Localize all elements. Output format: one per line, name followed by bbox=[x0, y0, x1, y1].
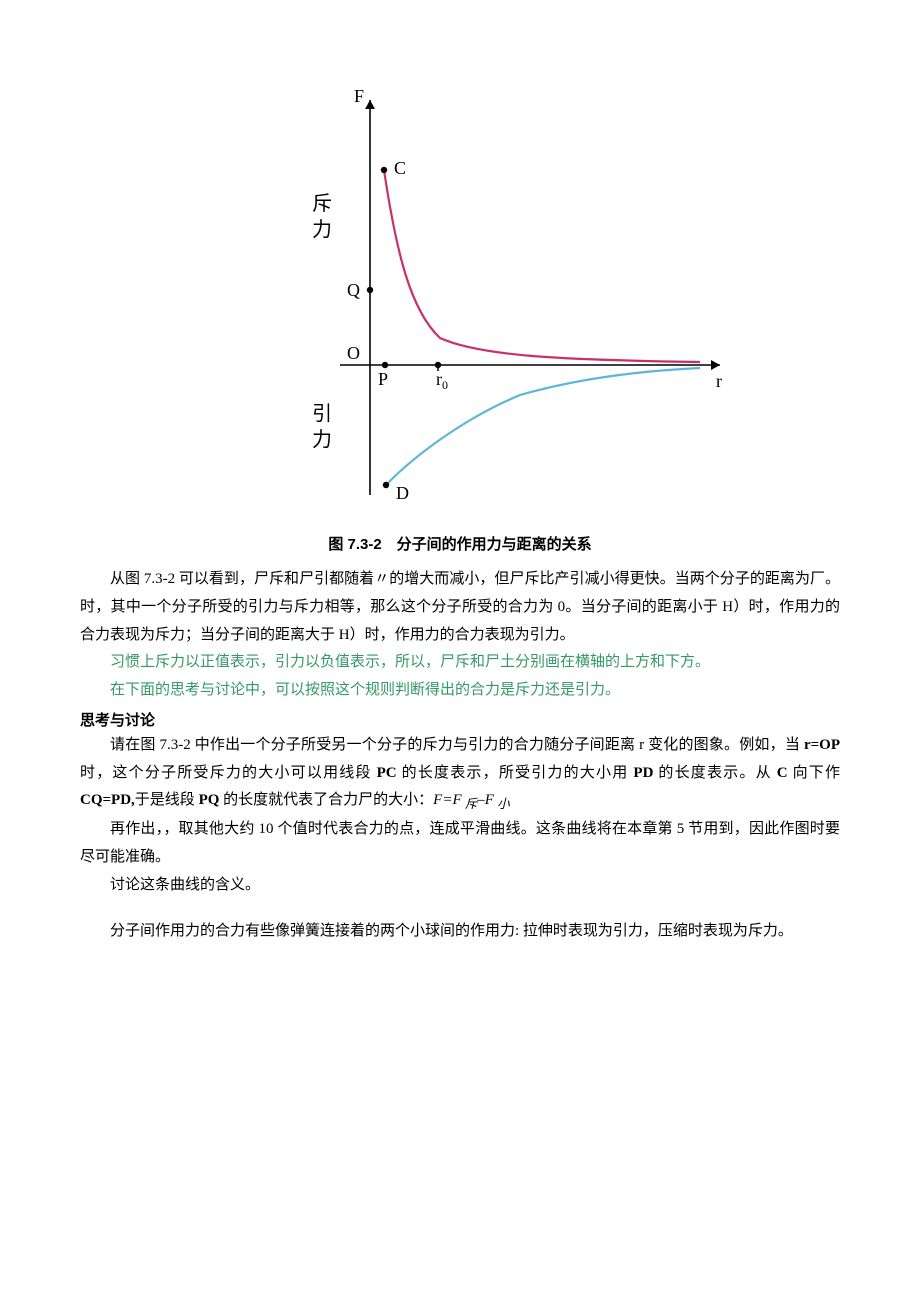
svg-text:D: D bbox=[396, 483, 409, 503]
p2-m: 的长度就代表了合力尸的大小： bbox=[219, 792, 433, 808]
svg-text:O: O bbox=[347, 343, 360, 363]
paragraph-3: 再作出，，取其他大约 10 个值时代表合力的点，连成平滑曲线。这条曲线将在本章第… bbox=[80, 816, 840, 872]
p2-a: 请在图 7.3-2 中作出一个分子所受另一个分子的斥力与引力的合力随分子间距离 … bbox=[110, 737, 804, 753]
figure-caption: 图 7.3-2 分子间的作用力与距离的关系 bbox=[80, 533, 840, 554]
p2-k: 于是线段 bbox=[135, 792, 199, 808]
svg-text:r: r bbox=[716, 371, 722, 391]
heading-think-discuss: 思考与讨论 bbox=[80, 709, 840, 730]
p2-c2: C bbox=[777, 765, 788, 781]
paragraph-5: 分子间作用力的合力有些像弹簧连接着的两个小球间的作用力: 拉伸时表现为引力，压缩… bbox=[80, 918, 840, 946]
force-distance-chart: FrOCDQPr0斥力引力 bbox=[180, 60, 740, 520]
p2-pc: PC bbox=[377, 765, 397, 781]
paragraph-2: 请在图 7.3-2 中作出一个分子所受另一个分子的斥力与引力的合力随分子间距离 … bbox=[80, 732, 840, 817]
p2-c: 时，这个分子所受斥力的大小可以用线段 bbox=[80, 765, 377, 781]
p2-r-op: r=OP bbox=[804, 737, 840, 753]
p2-pd: PD bbox=[633, 765, 653, 781]
p2-eq1: F=F bbox=[433, 792, 461, 808]
p2-i: 向下作 bbox=[788, 765, 840, 781]
paragraph-4: 讨论这条曲线的含义。 bbox=[80, 872, 840, 900]
note-green-2: 在下面的思考与讨论中，可以按照这个规则判断得出的合力是斥力还是引力。 bbox=[80, 677, 840, 705]
note-green-1: 习惯上斥力以正值表示，引力以负值表示，所以，尸斥和尸土分别画在横轴的上方和下方。 bbox=[80, 649, 840, 677]
svg-text:力: 力 bbox=[312, 428, 332, 451]
p2-g: 的长度表示。从 bbox=[653, 765, 776, 781]
svg-text:引: 引 bbox=[312, 402, 332, 425]
svg-text:C: C bbox=[394, 158, 406, 178]
figure-732: FrOCDQPr0斥力引力 图 7.3-2 分子间的作用力与距离的关系 bbox=[80, 60, 840, 554]
svg-text:r0: r0 bbox=[436, 369, 448, 392]
p2-e: 的长度表示，所受引力的大小用 bbox=[397, 765, 634, 781]
p2-pq: PQ bbox=[199, 792, 220, 808]
svg-text:力: 力 bbox=[312, 218, 332, 241]
p2-eq2: –F bbox=[477, 792, 494, 808]
svg-text:F: F bbox=[354, 86, 364, 106]
paragraph-1: 从图 7.3-2 可以看到，尸斥和尸引都随着〃的增大而减小，但尸斥比产引减小得更… bbox=[80, 566, 840, 649]
p2-eq2-sub: 小 bbox=[494, 797, 510, 811]
svg-text:P: P bbox=[378, 369, 388, 389]
svg-text:Q: Q bbox=[347, 280, 360, 300]
p2-cq-pd: CQ=PD, bbox=[80, 792, 135, 808]
svg-text:斥: 斥 bbox=[312, 192, 332, 215]
p2-eq1-sub: 斥 bbox=[462, 797, 478, 811]
